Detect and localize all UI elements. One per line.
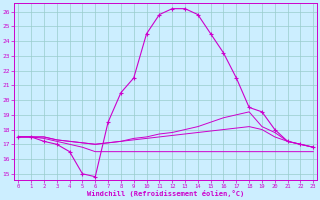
X-axis label: Windchill (Refroidissement éolien,°C): Windchill (Refroidissement éolien,°C) [87, 190, 244, 197]
